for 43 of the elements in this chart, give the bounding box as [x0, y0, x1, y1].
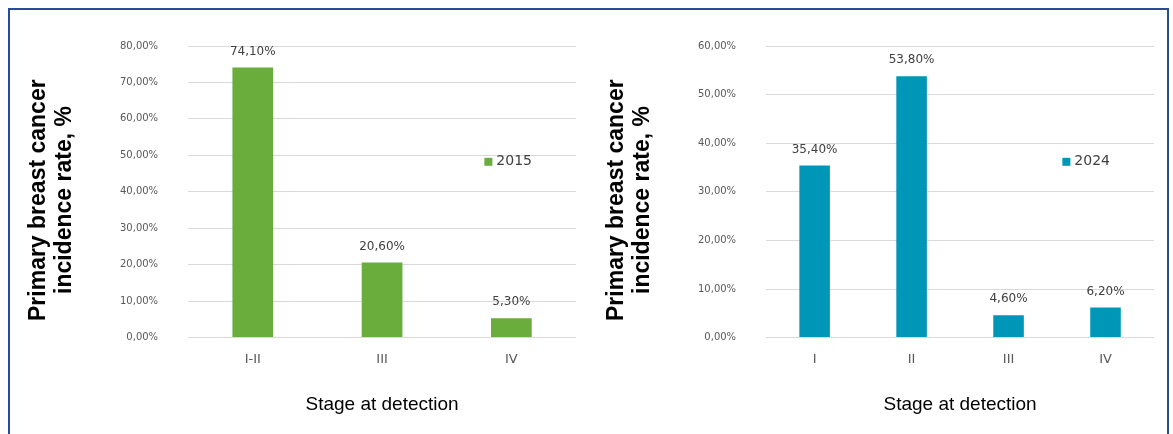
- y-tick-label: 60,00%: [697, 39, 737, 51]
- bar: [896, 76, 927, 338]
- y-tick-label: 30,00%: [697, 185, 737, 197]
- y-tick-label: 50,00%: [119, 148, 159, 160]
- legend-label: 2024: [1074, 152, 1111, 169]
- data-label: 5,30%: [492, 294, 531, 309]
- y-tick-label: 70,00%: [119, 76, 159, 88]
- data-label: 6,20%: [1086, 283, 1125, 298]
- bar: [993, 315, 1024, 338]
- y-tick-label: 20,00%: [119, 258, 159, 270]
- bar: [361, 262, 403, 338]
- data-label: 74,10%: [229, 43, 276, 58]
- data-label: 35,40%: [791, 141, 838, 156]
- y-tick-label: 40,00%: [119, 185, 159, 197]
- y-tick-label: 80,00%: [119, 39, 159, 51]
- x-tick-label: IV: [1099, 350, 1112, 366]
- bar: [1090, 307, 1121, 338]
- x-axis-title: Stage at detection: [305, 392, 459, 414]
- data-label: 53,80%: [888, 52, 935, 67]
- y-tick-label: 50,00%: [697, 88, 737, 100]
- x-tick-label: III: [376, 350, 388, 366]
- x-tick-label: III: [1002, 350, 1015, 366]
- x-tick-label: IV: [504, 350, 518, 366]
- x-tick-label: II: [907, 350, 916, 366]
- y-tick-label: 0,00%: [704, 331, 737, 343]
- y-tick-label: 20,00%: [697, 233, 737, 245]
- y-tick-label: 10,00%: [119, 294, 159, 306]
- bar: [232, 67, 274, 338]
- x-axis-title: Stage at detection: [883, 392, 1037, 414]
- y-tick-label: 60,00%: [119, 112, 159, 124]
- data-label: 20,60%: [359, 238, 405, 253]
- bar: [490, 318, 532, 338]
- y-tick-label: 10,00%: [697, 282, 737, 294]
- legend-label: 2015: [496, 152, 533, 169]
- bar: [799, 165, 830, 338]
- y-tick-label: 40,00%: [697, 136, 737, 148]
- x-tick-label: I-II: [244, 350, 261, 366]
- y-axis-title: Primary breast cancer incidence rate, %: [23, 78, 77, 323]
- y-tick-label: 0,00%: [126, 331, 159, 343]
- y-tick-label: 30,00%: [119, 221, 159, 233]
- data-label: 4,60%: [989, 291, 1028, 306]
- x-tick-label: I: [812, 350, 817, 366]
- y-axis-title: Primary breast cancer incidence rate, %: [601, 78, 655, 323]
